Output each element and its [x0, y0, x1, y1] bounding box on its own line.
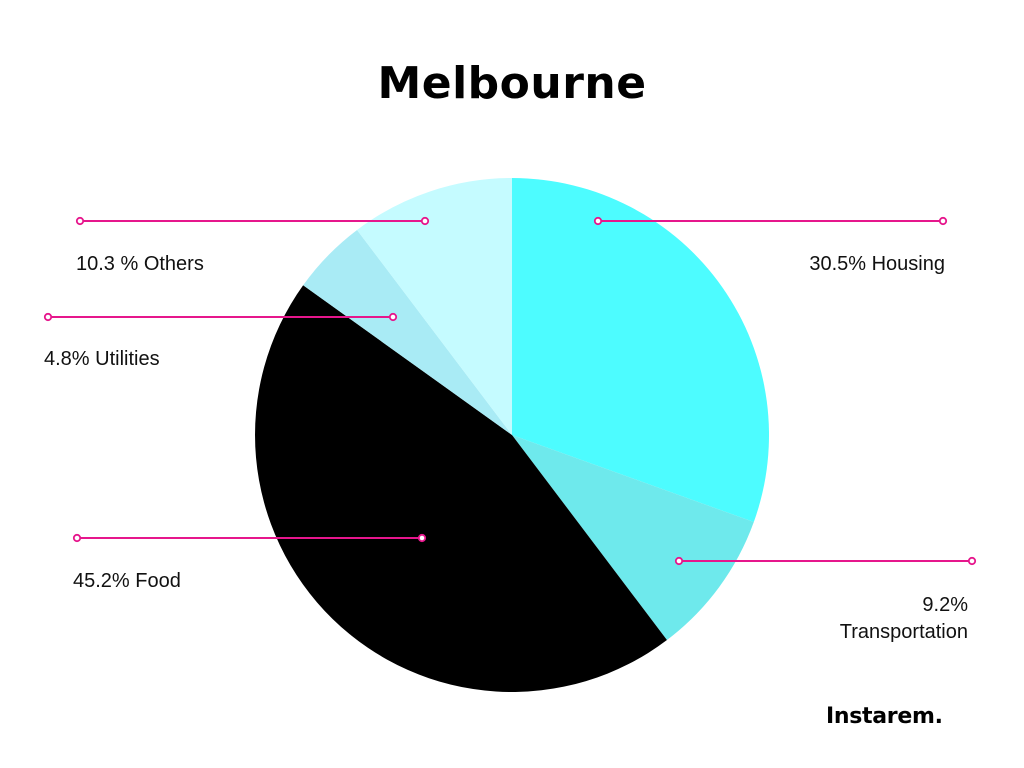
- leader-dot-outer-food: [72, 533, 82, 543]
- pie-slice-others: [357, 178, 512, 435]
- leader-dot-outer-others: [75, 216, 85, 226]
- slice-label-transportation: 9.2% Transportation: [840, 594, 968, 643]
- slice-label-food: 45.2% Food: [73, 570, 181, 592]
- pie-slice-utilities: [303, 229, 512, 435]
- slice-labels: 30.5% Housing 9.2% Transportation 45.2% Foo…: [44, 253, 968, 643]
- slice-label-line-transportation-2: Transportation: [840, 621, 968, 643]
- leader-dot-inner-food: [417, 533, 427, 543]
- pie-slice-food: [255, 285, 667, 692]
- leader-dot-outer-utilities: [43, 312, 53, 322]
- slice-label-line-transportation-1: 9.2%: [922, 594, 968, 616]
- leader-lines: [43, 216, 977, 566]
- leader-dot-inner-transportation: [674, 556, 684, 566]
- pie-slice-housing: [512, 177, 770, 523]
- slice-label-line-housing-1: 30.5% Housing: [809, 253, 945, 275]
- slice-label-others: 10.3 % Others: [76, 253, 204, 275]
- slice-label-line-utilities-1: 4.8% Utilities: [44, 348, 160, 370]
- pie-slices: [255, 177, 770, 692]
- leader-dot-inner-others: [420, 216, 430, 226]
- slice-label-line-food-1: 45.2% Food: [73, 570, 181, 592]
- pie-slice-transportation: [512, 435, 754, 641]
- leader-dot-outer-housing: [938, 216, 948, 226]
- slice-label-housing: 30.5% Housing: [809, 253, 945, 275]
- slice-label-utilities: 4.8% Utilities: [44, 348, 160, 370]
- brand-logo: Instarem.: [826, 704, 943, 729]
- leader-dot-inner-housing: [593, 216, 603, 226]
- leader-dot-outer-transportation: [967, 556, 977, 566]
- chart-title: Melbourne: [377, 58, 647, 109]
- slice-label-line-others-1: 10.3 % Others: [76, 253, 204, 275]
- leader-dot-inner-utilities: [388, 312, 398, 322]
